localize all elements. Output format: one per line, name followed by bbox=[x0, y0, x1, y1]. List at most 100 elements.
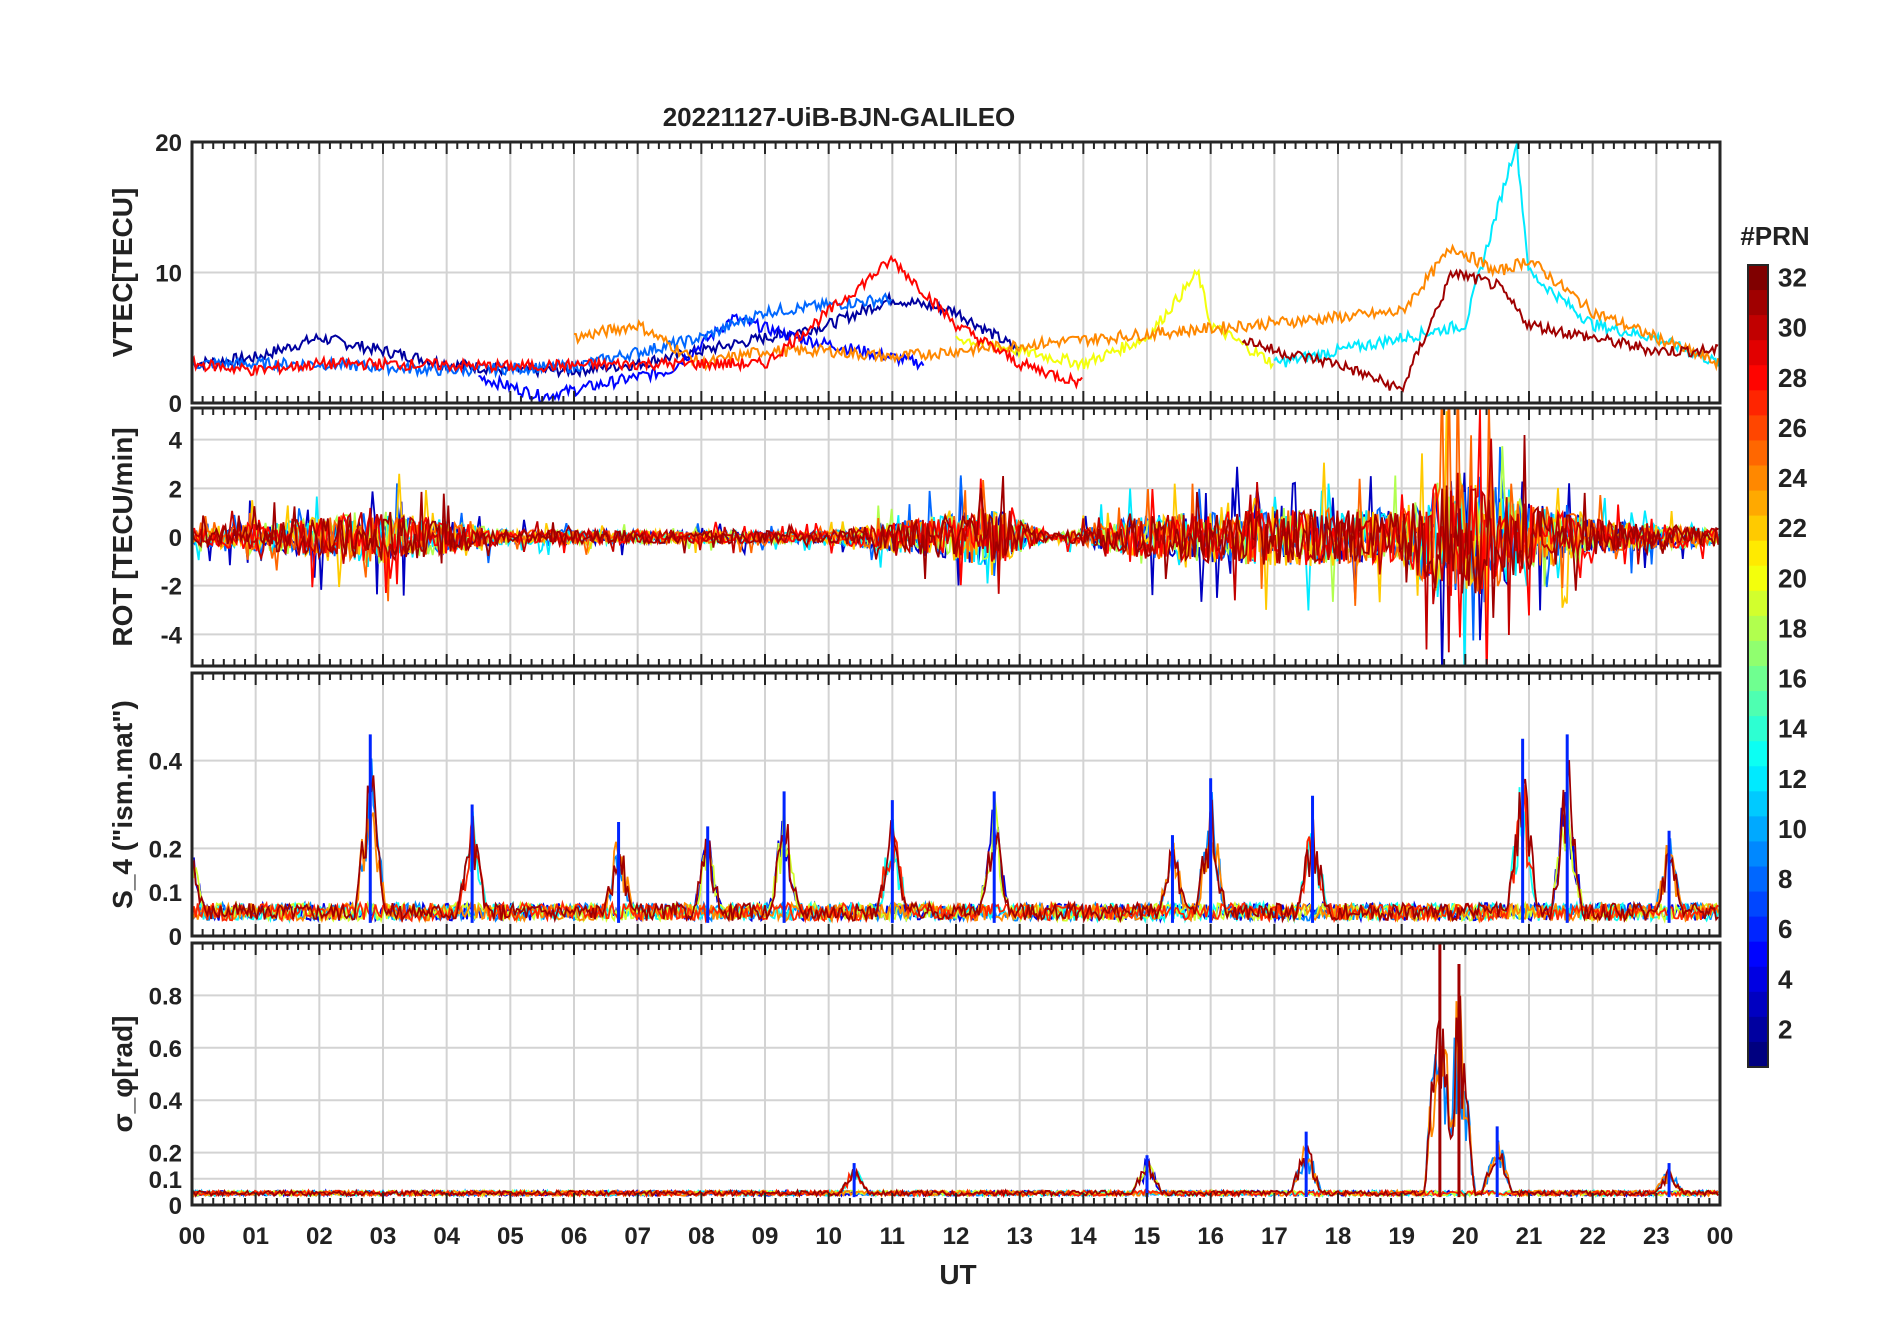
colorbar-swatch bbox=[1748, 866, 1768, 893]
colorbar-swatch bbox=[1748, 916, 1768, 943]
y-tick-label: 0 bbox=[169, 924, 182, 951]
y-tick-label: 0.8 bbox=[149, 983, 182, 1010]
x-tick-label: 22 bbox=[1579, 1223, 1606, 1250]
colorbar-swatch bbox=[1748, 490, 1768, 517]
y-tick-label: -2 bbox=[161, 574, 182, 601]
colorbar-swatch bbox=[1748, 1016, 1768, 1043]
x-tick-label: 04 bbox=[433, 1223, 460, 1250]
x-tick-label: 00 bbox=[179, 1223, 206, 1250]
colorbar-swatch bbox=[1748, 615, 1768, 642]
colorbar-swatch bbox=[1748, 290, 1768, 316]
x-tick-label: 19 bbox=[1388, 1223, 1415, 1250]
x-tick-label: 17 bbox=[1261, 1223, 1288, 1250]
colorbar-swatch bbox=[1748, 640, 1768, 667]
colorbar-tick-label: 6 bbox=[1778, 914, 1792, 944]
x-tick-label: 16 bbox=[1197, 1223, 1224, 1250]
y-tick-label: 0.4 bbox=[149, 1088, 183, 1115]
colorbar-swatch bbox=[1748, 265, 1768, 291]
x-tick-label: 07 bbox=[624, 1223, 651, 1250]
chart-title: 20221127-UiB-BJN-GALILEO bbox=[663, 102, 1016, 132]
series-line bbox=[192, 408, 1720, 666]
x-tick-label: 18 bbox=[1325, 1223, 1352, 1250]
plot-area bbox=[192, 734, 1719, 924]
colorbar-swatch bbox=[1748, 816, 1768, 842]
colorbar-swatch bbox=[1748, 716, 1768, 742]
colorbar-frame bbox=[1747, 264, 1769, 1068]
x-tick-label: 20 bbox=[1452, 1223, 1479, 1250]
colorbar-swatch bbox=[1748, 465, 1768, 492]
x-tick-label: 03 bbox=[370, 1223, 397, 1250]
y-tick-label: 0.1 bbox=[149, 880, 182, 907]
x-tick-label: 06 bbox=[561, 1223, 588, 1250]
colorbar-swatch bbox=[1748, 766, 1768, 792]
colorbar-tick-label: 12 bbox=[1778, 764, 1807, 794]
series-line bbox=[192, 760, 1719, 924]
colorbar-swatch bbox=[1748, 440, 1768, 466]
colorbar-swatch bbox=[1748, 791, 1768, 817]
colorbar-tick-label: 2 bbox=[1778, 1014, 1792, 1044]
colorbar-swatch bbox=[1748, 841, 1768, 867]
y-tick-label: -4 bbox=[161, 622, 183, 649]
plot-area bbox=[192, 143, 1720, 403]
colorbar-swatch bbox=[1748, 515, 1768, 542]
colorbar-swatch bbox=[1748, 991, 1768, 1018]
series-line bbox=[955, 268, 1274, 372]
colorbar-swatch bbox=[1748, 390, 1768, 416]
colorbar-label: #PRN bbox=[1740, 221, 1809, 251]
plot-area bbox=[192, 408, 1720, 666]
y-axis-label: σ_φ[rad] bbox=[107, 1016, 138, 1133]
y-tick-label: 0.2 bbox=[149, 836, 182, 863]
y-axis-label: ROT [TECU/min] bbox=[107, 427, 138, 646]
colorbar-swatch bbox=[1748, 315, 1768, 341]
x-tick-label: 09 bbox=[752, 1223, 779, 1250]
series-line bbox=[478, 313, 925, 403]
colorbar-tick-label: 20 bbox=[1778, 563, 1807, 593]
series-line bbox=[192, 254, 1083, 390]
x-tick-label: 23 bbox=[1643, 1223, 1670, 1250]
colorbar-swatch bbox=[1748, 540, 1768, 567]
colorbar-swatch bbox=[1748, 1041, 1768, 1068]
x-tick-label: 08 bbox=[688, 1223, 715, 1250]
colorbar-tick-label: 16 bbox=[1778, 664, 1807, 694]
colorbar-tick-label: 18 bbox=[1778, 613, 1807, 643]
x-tick-label: 21 bbox=[1516, 1223, 1543, 1250]
colorbar-swatch bbox=[1748, 891, 1768, 918]
series-line bbox=[192, 434, 1719, 618]
colorbar-tick-label: 22 bbox=[1778, 513, 1807, 543]
colorbar-swatch bbox=[1748, 666, 1768, 692]
y-tick-label: 0 bbox=[169, 391, 182, 418]
x-tick-label: 05 bbox=[497, 1223, 524, 1250]
y-axis-label: VTEC[TECU] bbox=[107, 188, 138, 358]
x-tick-label: 12 bbox=[943, 1223, 970, 1250]
colorbar-tick-label: 24 bbox=[1778, 463, 1807, 493]
y-tick-label: 0 bbox=[169, 525, 182, 552]
x-tick-label: 01 bbox=[242, 1223, 269, 1250]
x-tick-label: 10 bbox=[815, 1223, 842, 1250]
panel-rot: -4 -2 0 2 4 ROT [TECU/min] bbox=[107, 406, 1722, 668]
colorbar-swatch bbox=[1748, 941, 1768, 968]
colorbar-swatch bbox=[1748, 340, 1768, 366]
colorbar-tick-label: 8 bbox=[1778, 864, 1792, 894]
x-axis: 00 01 02 03 04 05 06 07 08 09 10 11 12 13 14 15 16 17 18 19… bbox=[179, 1223, 1734, 1250]
panel-vtec: 0 10 20 VTEC[TECU] bbox=[107, 130, 1722, 418]
colorbar-swatch bbox=[1748, 415, 1768, 441]
y-tick-label: 2 bbox=[169, 476, 182, 503]
panel-s4: 0 0.1 0.2 0.4 S_4 ("ism.mat") bbox=[107, 671, 1722, 951]
colorbar-tick-label: 10 bbox=[1778, 814, 1807, 844]
y-tick-label: 10 bbox=[155, 261, 182, 288]
colorbar-swatch bbox=[1748, 565, 1768, 592]
colorbar-tick-label: 28 bbox=[1778, 363, 1807, 393]
x-tick-label: 15 bbox=[1134, 1223, 1161, 1250]
colorbar-tick-label: 26 bbox=[1778, 413, 1807, 443]
colorbar-swatch bbox=[1748, 741, 1768, 767]
x-tick-label: 11 bbox=[880, 1223, 905, 1250]
colorbar-swatch bbox=[1748, 691, 1768, 717]
x-axis-label: UT bbox=[939, 1259, 976, 1290]
y-tick-label: 0.2 bbox=[149, 1141, 182, 1168]
series-line bbox=[1241, 268, 1719, 393]
y-tick-label: 20 bbox=[155, 130, 182, 157]
colorbar-swatch bbox=[1748, 365, 1768, 391]
colorbar-tick-label: 30 bbox=[1778, 313, 1807, 343]
